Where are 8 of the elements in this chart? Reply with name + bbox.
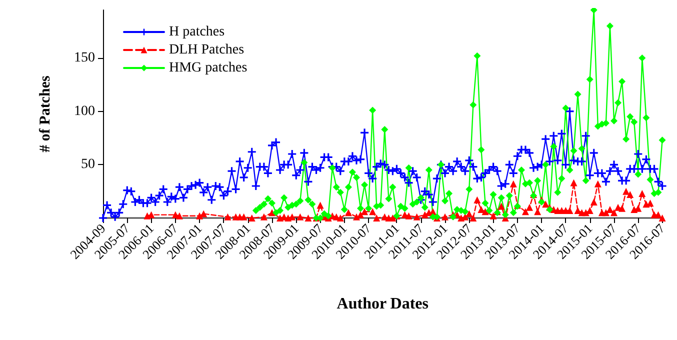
x-axis-title: Author Dates	[336, 296, 428, 312]
legend-label: HMG patches	[169, 60, 248, 76]
y-tick-label: 50	[81, 157, 95, 172]
legend-label: DLH Patches	[169, 42, 244, 58]
legend-label: H patches	[169, 24, 225, 40]
y-axis-title: # of Patches	[38, 76, 54, 152]
y-tick-label: 100	[74, 104, 95, 119]
y-tick-label: 150	[74, 50, 95, 66]
